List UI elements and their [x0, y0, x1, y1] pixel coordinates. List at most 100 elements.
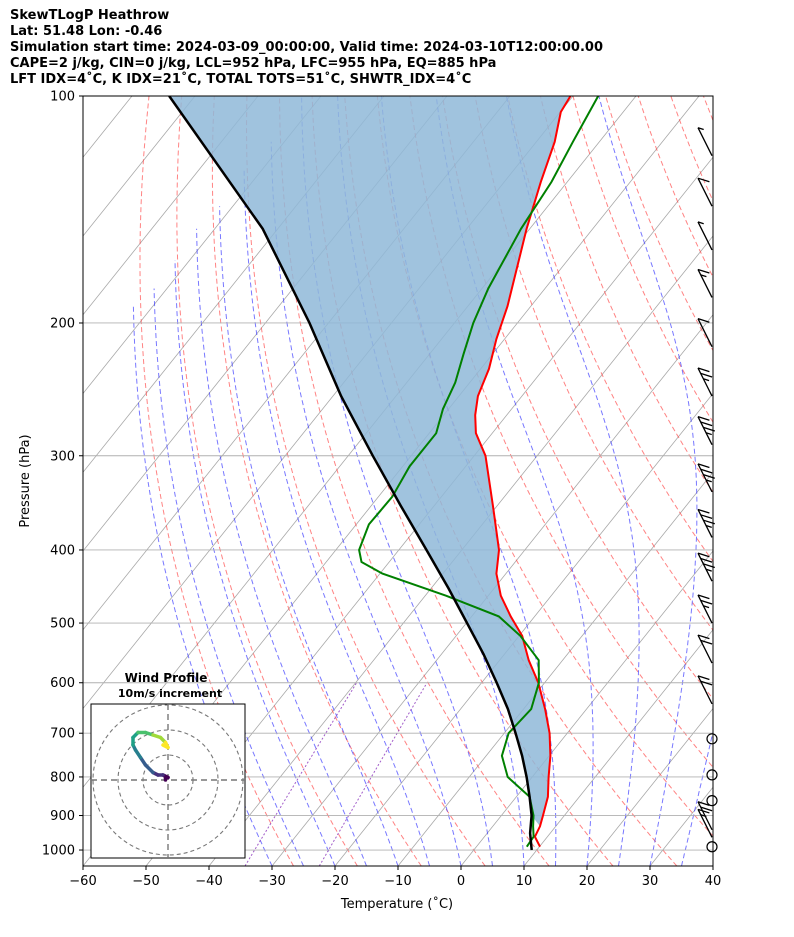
y-tick-label: 100	[50, 90, 75, 105]
stability-indices: LFT IDX=4˚C, K IDX=21˚C, TOTAL TOTS=51˚C…	[10, 72, 472, 87]
dry-adiabat-line	[637, 96, 713, 279]
mixing-ratio-lines	[244, 682, 428, 866]
x-tick-label: −20	[321, 874, 348, 889]
barb-feather	[697, 127, 704, 131]
wind-barb	[697, 416, 715, 445]
x-tick-label: −10	[384, 874, 411, 889]
barb-feather	[705, 568, 712, 572]
x-tick-label: 30	[642, 874, 659, 889]
wind-barb	[697, 508, 715, 538]
barb-feather	[697, 594, 710, 600]
location-coordinates: Lat: 51.48 Lon: -0.46	[10, 24, 163, 39]
barb-feather	[700, 639, 713, 645]
barb-feather	[697, 367, 710, 373]
barb-feather	[700, 372, 713, 378]
wind-barb	[697, 127, 713, 156]
isotherm-line	[649, 786, 713, 866]
barb-feather	[700, 557, 713, 563]
dry-adiabat-line	[736, 96, 794, 866]
wind-barb	[697, 675, 713, 705]
wind-barb	[697, 367, 713, 397]
y-tick-label: 300	[50, 449, 75, 464]
wind-barb	[697, 552, 715, 582]
barb-feather	[705, 432, 712, 436]
isotherm-line	[523, 629, 713, 866]
isotherm-line	[460, 550, 713, 866]
barb-staff	[697, 177, 713, 207]
barb-feather	[697, 675, 710, 681]
barb-feather	[697, 177, 710, 183]
hodograph-grid	[91, 704, 245, 858]
barb-feather	[697, 508, 710, 514]
y-tick-label: 600	[50, 676, 75, 691]
dry-adiabat-line	[245, 96, 486, 866]
dry-adiabat-line	[474, 96, 713, 631]
cin-shading	[169, 96, 571, 827]
barb-feather	[697, 634, 710, 640]
moist-adiabat-line	[745, 96, 794, 866]
barb-feather	[697, 221, 704, 225]
barb-staff	[697, 509, 713, 538]
dry-adiabat-line	[702, 96, 713, 122]
chart-title: SkewTLogP Heathrow	[10, 8, 170, 23]
barb-feather	[703, 474, 715, 479]
calm-wind-circle	[706, 841, 718, 853]
x-tick-label: 20	[579, 874, 596, 889]
parcel-line	[168, 96, 533, 851]
barb-staff	[697, 269, 713, 298]
moist-adiabat-line	[598, 96, 698, 866]
hodograph: Wind Profile 10m/s increment	[90, 671, 246, 859]
dry-adiabat-line	[211, 96, 422, 866]
isotherm-line	[83, 96, 259, 316]
hodograph-segment	[143, 763, 155, 775]
cape-cin-summary: CAPE=2 j/kg, CIN=0 j/kg, LCL=952 hPa, LF…	[10, 56, 497, 71]
x-tick-label: −50	[132, 874, 159, 889]
moist-adiabat-line	[174, 259, 336, 866]
dry-adiabat-line	[279, 96, 550, 866]
x-axis-label: Temperature (˚C)	[340, 896, 453, 912]
barb-staff	[697, 552, 713, 582]
dry-adiabat-line	[176, 96, 358, 866]
barb-staff	[697, 367, 713, 397]
simulation-times: Simulation start time: 2024-03-09_00:00:…	[10, 40, 603, 55]
x-tick-label: −60	[69, 874, 96, 889]
barb-feather	[700, 274, 707, 278]
x-tick-label: −40	[195, 874, 222, 889]
barb-feather	[705, 524, 712, 528]
barb-staff	[697, 634, 713, 664]
x-axis-ticks: −60 −50 −40 −30 −20 −10 0 10 20 30 40	[69, 866, 721, 889]
x-tick-label: −30	[258, 874, 285, 889]
dry-adiabat-line	[139, 96, 294, 866]
y-tick-label: 400	[50, 543, 75, 558]
wind-barb	[697, 634, 713, 664]
barb-staff	[697, 221, 713, 251]
wind-barb	[697, 177, 713, 207]
profile-lines	[168, 96, 600, 851]
y-axis-ticks: 100 200 300 400 500 600 700 800 900 1000	[42, 90, 83, 859]
wind-barb	[697, 318, 713, 347]
barb-feather	[700, 421, 713, 427]
wind-barb	[697, 268, 713, 298]
calm-wind-circle	[706, 733, 718, 745]
hodograph-subtitle: 10m/s increment	[118, 687, 222, 700]
barb-feather	[703, 605, 710, 609]
isotherm-line	[83, 96, 322, 395]
moist-adiabat-line	[270, 141, 462, 866]
dry-adiabat-line	[311, 96, 614, 866]
wind-barb	[697, 221, 713, 251]
barb-staff	[697, 675, 713, 705]
barb-staff	[697, 463, 713, 493]
dry-adiabat-line	[409, 96, 713, 769]
moist-adiabat-line	[712, 863, 713, 866]
barb-feather	[697, 463, 710, 469]
chart-header: SkewTLogP Heathrow Lat: 51.48 Lon: -0.46…	[10, 8, 603, 88]
moist-adiabat-line	[301, 96, 493, 866]
x-tick-label: 0	[457, 874, 465, 889]
y-tick-label: 1000	[42, 844, 75, 859]
barb-feather	[697, 268, 710, 274]
barb-feather	[697, 416, 710, 421]
dry-adiabat-line	[442, 96, 713, 700]
moist-adiabat-line	[681, 729, 713, 866]
wind-barb	[697, 801, 713, 831]
mixing-ratio-line	[318, 682, 428, 866]
